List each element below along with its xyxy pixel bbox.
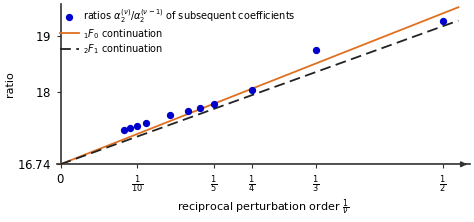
X-axis label: reciprocal perturbation order $\frac{1}{\nu}$: reciprocal perturbation order $\frac{1}{… [177, 198, 349, 218]
Legend: ratios $\alpha_2^{(\nu)}/\alpha_2^{(\nu-1)}$ of subsequent coefficients, $_{1}F_: ratios $\alpha_2^{(\nu)}/\alpha_2^{(\nu-… [58, 5, 298, 58]
ratios $\alpha_2^{(\nu)}/\alpha_2^{(\nu-1)}$ of subsequent coefficients [312, 48, 319, 52]
ratios $\alpha_2^{(\nu)}/\alpha_2^{(\nu-1)}$ of subsequent coefficients [210, 103, 218, 106]
ratios $\alpha_2^{(\nu)}/\alpha_2^{(\nu-1)}$ of subsequent coefficients [248, 88, 255, 91]
$_{1}F_{0}$ continuation [393, 31, 399, 33]
$_{2}F_{1}$ continuation [456, 19, 461, 22]
ratios $\alpha_2^{(\nu)}/\alpha_2^{(\nu-1)}$ of subsequent coefficients [142, 121, 149, 125]
ratios $\alpha_2^{(\nu)}/\alpha_2^{(\nu-1)}$ of subsequent coefficients [166, 113, 173, 117]
$_{1}F_{0}$ continuation [58, 163, 64, 166]
$_{1}F_{0}$ continuation [418, 21, 424, 23]
$_{1}F_{0}$ continuation [456, 6, 461, 9]
Y-axis label: ratio: ratio [5, 71, 15, 97]
Line: $_{1}F_{0}$ continuation: $_{1}F_{0}$ continuation [61, 7, 458, 164]
$_{1}F_{0}$ continuation [301, 67, 307, 69]
$_{2}F_{1}$ continuation [301, 75, 307, 78]
ratios $\alpha_2^{(\nu)}/\alpha_2^{(\nu-1)}$ of subsequent coefficients [196, 106, 203, 110]
$_{1}F_{0}$ continuation [59, 163, 65, 165]
ratios $\alpha_2^{(\nu)}/\alpha_2^{(\nu-1)}$ of subsequent coefficients [126, 126, 134, 130]
$_{1}F_{0}$ continuation [294, 69, 300, 72]
Line: $_{2}F_{1}$ continuation: $_{2}F_{1}$ continuation [61, 21, 458, 164]
$_{1}F_{0}$ continuation [293, 70, 299, 73]
$_{2}F_{1}$ continuation [294, 77, 300, 80]
ratios $\alpha_2^{(\nu)}/\alpha_2^{(\nu-1)}$ of subsequent coefficients [184, 109, 192, 113]
$_{2}F_{1}$ continuation [59, 163, 65, 165]
$_{2}F_{1}$ continuation [58, 163, 64, 166]
ratios $\alpha_2^{(\nu)}/\alpha_2^{(\nu-1)}$ of subsequent coefficients [120, 128, 128, 131]
$_{2}F_{1}$ continuation [418, 33, 424, 35]
ratios $\alpha_2^{(\nu)}/\alpha_2^{(\nu-1)}$ of subsequent coefficients [133, 124, 141, 127]
ratios $\alpha_2^{(\nu)}/\alpha_2^{(\nu-1)}$ of subsequent coefficients [439, 20, 447, 23]
$_{2}F_{1}$ continuation [393, 42, 399, 44]
$_{2}F_{1}$ continuation [293, 78, 299, 81]
